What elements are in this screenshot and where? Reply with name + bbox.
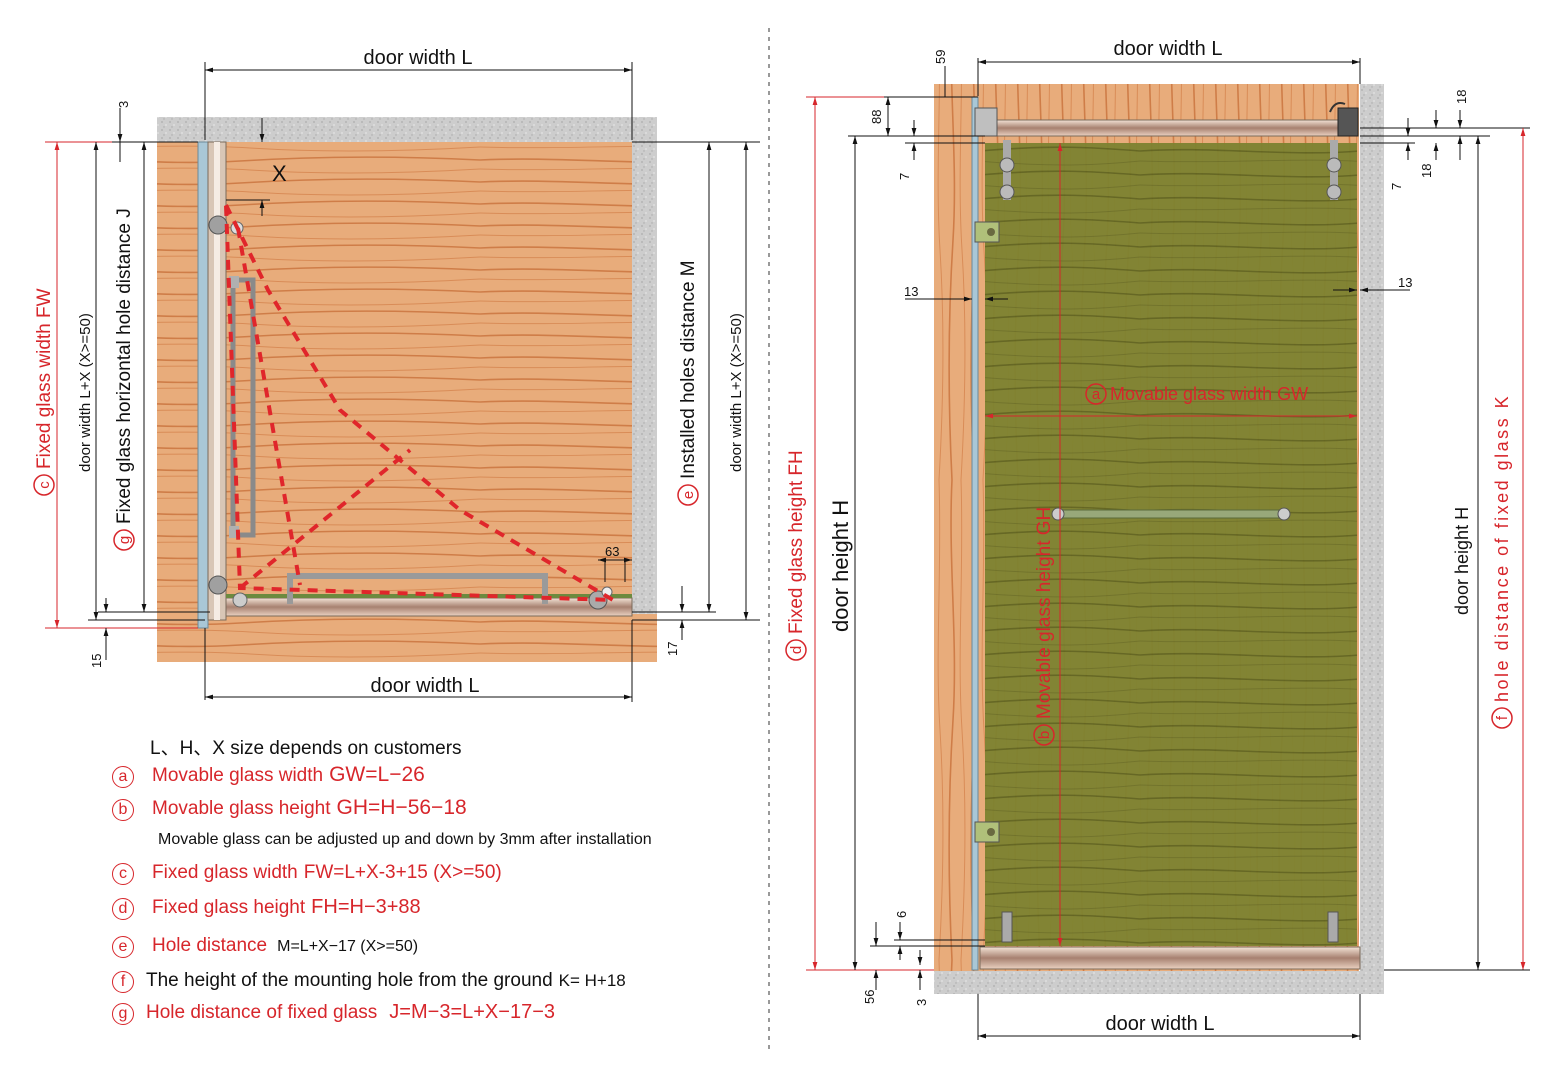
- legend-item-c: c Fixed glass width FW=L+X-3+15 (X>=50): [112, 862, 502, 885]
- legend-item-d: d Fixed glass height FH=H−3+88: [112, 896, 421, 920]
- left-marker-e: [677, 484, 699, 506]
- right-door-height-left: door height H: [828, 500, 853, 632]
- legend-label-f: The height of the mounting hole from the…: [146, 970, 553, 991]
- legend-marker-g: g: [112, 1003, 134, 1025]
- left-x-label: X: [272, 161, 287, 186]
- left-door-width-bottom: door width L: [371, 675, 480, 697]
- legend-marker-a: a: [112, 766, 134, 788]
- left-dim-63: 63: [605, 544, 619, 559]
- legend-marker-d: d: [112, 898, 134, 920]
- right-movable-glass-height: Movable glass height GH: [1034, 507, 1055, 719]
- right-dim-13-right: 13: [1398, 275, 1412, 290]
- right-elevation-view: door width L door width L a Movable glas…: [785, 38, 1530, 1040]
- legend-item-f: f The height of the mounting hole from t…: [112, 970, 626, 993]
- right-dim-18-a: 18: [1454, 90, 1469, 104]
- left-marker-c: [33, 474, 55, 496]
- right-dim-88: 88: [869, 110, 884, 124]
- left-door-width-lx: door width L+X (X>=50): [77, 313, 94, 472]
- right-handle-bar: [1057, 509, 1285, 519]
- left-fixed-glass-hole-distance: Fixed glass horizontal hole distance J: [114, 208, 135, 524]
- svg-text:d: d: [788, 646, 805, 654]
- right-marker-b: [1033, 724, 1055, 746]
- legend-label-e: Hole distance: [152, 935, 268, 956]
- left-marker-g: [113, 529, 135, 551]
- right-marker-a: [1085, 383, 1107, 405]
- right-door-width-bottom: door width L: [1106, 1013, 1215, 1035]
- svg-text:c: c: [36, 481, 53, 489]
- left-bottom-rail: [225, 597, 633, 617]
- legend-marker-e: e: [112, 936, 134, 958]
- legend-label-c: Fixed glass width: [152, 862, 298, 883]
- right-dim-59: 59: [933, 50, 948, 64]
- svg-text:f: f: [1494, 715, 1511, 720]
- legend-adjust-note: Movable glass can be adjusted up and dow…: [158, 831, 652, 848]
- legend-item-e: e Hole distance M=L+X−17 (X>=50): [112, 935, 418, 958]
- right-marker-d: [785, 639, 807, 661]
- legend-formula-f: K= H+18: [558, 971, 626, 990]
- right-dim-3: 3: [914, 999, 929, 1006]
- right-movable-glass-width: Movable glass width GW: [1110, 384, 1308, 404]
- legend-formula-c: FW=L+X-3+15 (X>=50): [303, 862, 502, 883]
- right-marker-f: [1491, 707, 1513, 729]
- left-wall-right: [632, 142, 657, 614]
- right-hole-distance-fixed: hole distance of fixed glass K: [1492, 394, 1512, 702]
- legend-marker-c: c: [112, 863, 134, 885]
- left-door-width-top: door width L: [364, 47, 473, 69]
- legend-item-b: b Movable glass height GH=H−56−18: [112, 796, 467, 821]
- right-bottom-rail: [979, 946, 1361, 970]
- left-fixed-glass-width: Fixed glass width FW: [34, 288, 55, 469]
- legend-intro: L、H、X size depends on customers: [150, 738, 462, 759]
- right-door-height-right: door height H: [1452, 507, 1472, 615]
- left-door-width-lx-right: door width L+X (X>=50): [728, 313, 745, 472]
- right-top-rail: [984, 119, 1341, 137]
- legend-formula-d: FH=H−3+88: [311, 896, 421, 918]
- svg-text:e: e: [680, 491, 697, 499]
- legend-formula-g: J=M−3=L+X−17−3: [389, 1001, 555, 1023]
- left-dim-17: 17: [665, 642, 680, 656]
- right-dim-13-left: 13: [904, 284, 918, 299]
- legend-marker-f: f: [112, 971, 134, 993]
- legend-label-a: Movable glass width: [152, 765, 324, 786]
- right-floor: [934, 971, 1384, 994]
- legend-label-g: Hole distance of fixed glass: [146, 1002, 378, 1023]
- svg-text:b: b: [1036, 731, 1053, 739]
- legend-item-g: g Hole distance of fixed glass J=M−3=L+X…: [112, 1001, 555, 1025]
- svg-text:a: a: [1092, 386, 1101, 403]
- left-installed-holes-distance: Installed holes distance M: [678, 260, 699, 479]
- left-wall-top: [157, 117, 657, 142]
- left-fixed-glass: [197, 141, 209, 629]
- right-dim-56: 56: [862, 990, 877, 1004]
- legend-formula-b: GH=H−56−18: [336, 796, 467, 819]
- left-dim-15: 15: [89, 654, 104, 668]
- legend-item-a: a Movable glass width GW=L−26: [112, 763, 425, 788]
- right-fixed-glass-height: Fixed glass height FH: [786, 450, 807, 634]
- right-wall-right: [1360, 84, 1384, 994]
- right-dim-6: 6: [894, 911, 909, 918]
- right-dim-7-left: 7: [897, 173, 912, 180]
- legend-formula-a: GW=L−26: [329, 763, 425, 786]
- left-dim-3: 3: [116, 101, 131, 108]
- svg-text:g: g: [116, 536, 133, 544]
- legend-marker-b: b: [112, 799, 134, 821]
- legend-formula-e: M=L+X−17 (X>=50): [277, 938, 419, 955]
- right-dim-18-b: 18: [1419, 164, 1434, 178]
- right-dim-7-right: 7: [1389, 183, 1404, 190]
- left-plan-view: door width L door width L X 3 15 17 63 c…: [33, 47, 760, 702]
- legend-label-b: Movable glass height: [152, 798, 331, 819]
- right-movable-glass: [985, 143, 1357, 946]
- right-door-width-top: door width L: [1114, 38, 1223, 60]
- legend-label-d: Fixed glass height: [152, 897, 306, 918]
